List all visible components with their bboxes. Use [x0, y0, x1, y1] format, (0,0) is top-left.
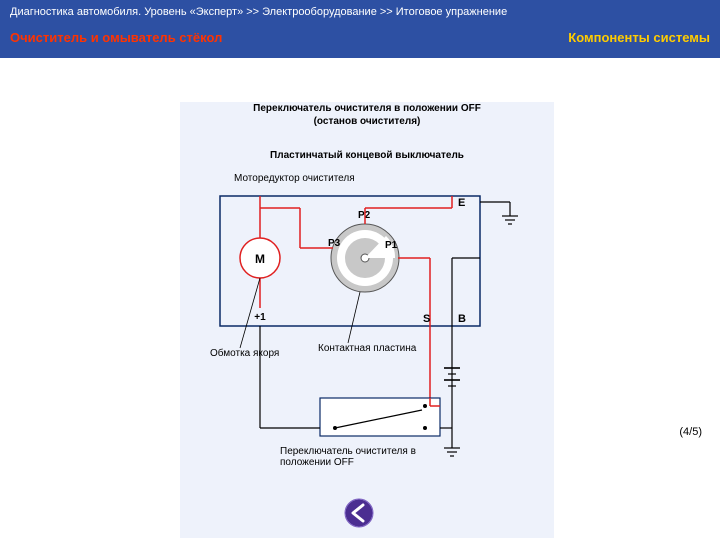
- page-title: Очиститель и омыватель стёкол: [10, 30, 222, 45]
- label-E: E: [458, 197, 465, 209]
- label-plus1: +1: [254, 312, 266, 323]
- contact-plate-label: Контактная пластина: [318, 343, 438, 354]
- pointer-contact: [348, 292, 360, 343]
- label-B: B: [458, 313, 466, 325]
- motor-label: Моторедуктор очистителя: [234, 173, 554, 184]
- sw-c2: [423, 426, 427, 430]
- switch-box: [320, 398, 440, 436]
- diagram-title-line1: Переключатель очистителя в положении OFF: [253, 103, 481, 114]
- title-row: Очиститель и омыватель стёкол Компоненты…: [10, 30, 710, 45]
- sw-c3: [423, 404, 427, 408]
- motor-M: M: [255, 252, 265, 266]
- label-S: S: [423, 313, 430, 325]
- switch-off-label: Переключатель очистителя в положении OFF: [280, 446, 450, 468]
- pager: (4/5): [679, 426, 702, 438]
- diagram-title: Переключатель очистителя в положении OFF…: [180, 102, 554, 128]
- diagram-title-line2: (останов очистителя): [314, 116, 421, 127]
- label-P1: P1: [385, 240, 398, 251]
- breadcrumb: Диагностика автомобиля. Уровень «Эксперт…: [10, 6, 710, 18]
- diagram-subtitle: Пластинчатый концевой выключатель: [180, 150, 554, 161]
- back-button[interactable]: [344, 498, 374, 528]
- page-subtitle: Компоненты системы: [568, 30, 710, 45]
- chevron-left-icon: [344, 498, 374, 528]
- circuit-svg-wrap: M +1 P1 P2 P3: [180, 188, 554, 503]
- diagram-panel: Переключатель очистителя в положении OFF…: [180, 102, 554, 538]
- header: Диагностика автомобиля. Уровень «Эксперт…: [0, 0, 720, 58]
- content-area: Переключатель очистителя в положении OFF…: [0, 58, 720, 540]
- armature-label: Обмотка якоря: [210, 348, 310, 359]
